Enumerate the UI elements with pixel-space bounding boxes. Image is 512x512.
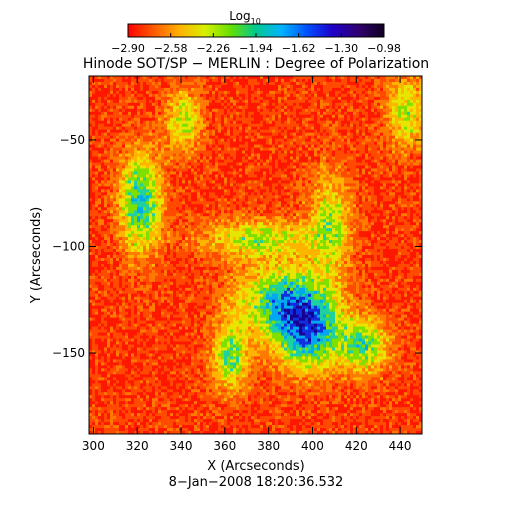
x-tick-label: 360: [213, 439, 236, 453]
x-tick-label: 400: [301, 439, 324, 453]
colorbar: Log10 −2.90 −2.58 −2.26 −1.94 −1.62 −1.30 −0.9…: [111, 9, 401, 55]
x-tick-label: 300: [82, 439, 105, 453]
y-axis-ticks: −50 −100 −150: [52, 133, 422, 360]
polarization-map: [89, 76, 423, 435]
x-tick-label: 440: [389, 439, 412, 453]
x-tick-label: 340: [170, 439, 193, 453]
timestamp: 8−Jan−2008 18:20:36.532: [169, 475, 344, 490]
colorbar-tick-label: −2.58: [154, 42, 188, 55]
colorbar-tick-label: −1.94: [239, 42, 273, 55]
x-axis-label: X (Arcseconds): [207, 459, 304, 474]
colorbar-label: Log10: [229, 9, 261, 26]
x-tick-label: 420: [345, 439, 368, 453]
plot-frame: [88, 75, 423, 435]
colorbar-tick-label: −2.26: [196, 42, 230, 55]
y-axis-label: Y (Arcseconds): [29, 207, 44, 304]
colorbar-tick-label: −0.98: [367, 42, 401, 55]
colorbar-tick-label: −1.62: [282, 42, 316, 55]
colorbar-tick-label: −2.90: [111, 42, 145, 55]
colorbar-ticks: [127, 33, 385, 37]
x-axis-ticks: 300 320 340 360 380 400 420 440: [82, 76, 412, 453]
y-tick-label: −150: [52, 346, 85, 360]
colorbar-tick-labels: −2.90 −2.58 −2.26 −1.94 −1.62 −1.30 −0.98: [111, 42, 401, 55]
y-tick-label: −100: [52, 239, 85, 253]
x-tick-label: 380: [257, 439, 280, 453]
y-tick-label: −50: [60, 133, 85, 147]
plot-title: Hinode SOT/SP − MERLIN : Degree of Polar…: [83, 56, 429, 72]
colorbar-tick-label: −1.30: [324, 42, 358, 55]
x-tick-label: 320: [126, 439, 149, 453]
